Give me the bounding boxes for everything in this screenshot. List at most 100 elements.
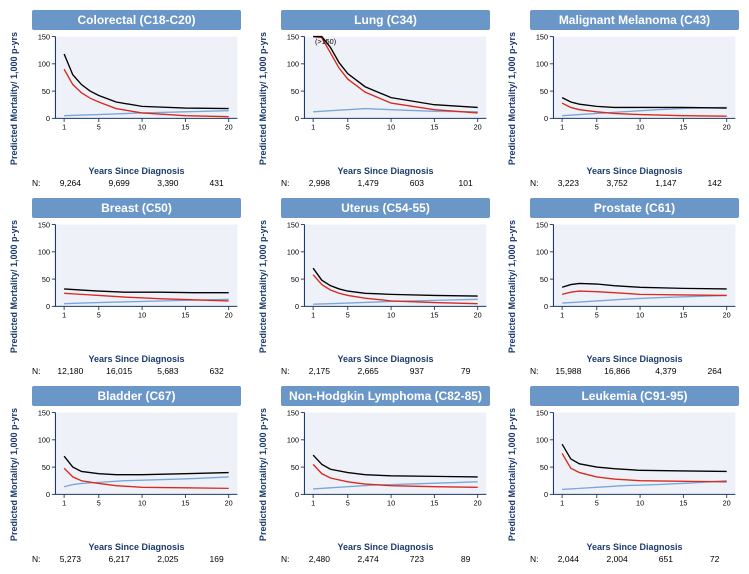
n-label: N: xyxy=(530,366,544,376)
n-label: N: xyxy=(32,554,46,564)
svg-text:50: 50 xyxy=(540,463,548,472)
chart-panel: Prostate (C61)Predicted Mortality/ 1,000… xyxy=(508,198,739,376)
svg-text:150: 150 xyxy=(536,408,548,417)
n-value: 1,479 xyxy=(344,178,393,188)
svg-text:1: 1 xyxy=(62,122,66,131)
svg-text:10: 10 xyxy=(636,498,644,507)
n-value: 2,004 xyxy=(593,554,642,564)
x-axis-label: Years Since Diagnosis xyxy=(530,542,739,552)
svg-text:10: 10 xyxy=(138,310,146,319)
n-value: 5,683 xyxy=(144,366,193,376)
n-row: N:2,9981,479603101 xyxy=(281,178,490,188)
n-value: 79 xyxy=(441,366,490,376)
line-chart: 05010015015101520 xyxy=(30,32,241,132)
svg-text:100: 100 xyxy=(287,436,299,445)
n-row: N:2,4802,47472389 xyxy=(281,554,490,564)
svg-text:0: 0 xyxy=(295,302,299,311)
n-value: 15,988 xyxy=(544,366,593,376)
line-chart: 05010015015101520 xyxy=(30,220,241,320)
panel-title: Non-Hodgkin Lymphoma (C82-85) xyxy=(281,386,490,406)
svg-text:0: 0 xyxy=(544,490,548,499)
x-axis-label: Years Since Diagnosis xyxy=(281,166,490,176)
svg-text:20: 20 xyxy=(723,310,731,319)
chart-panel: Colorectal (C18-C20)Predicted Mortality/… xyxy=(10,10,241,188)
y-axis-label: Predicted Mortality/ 1,000 p-yrs xyxy=(259,32,279,165)
svg-text:1: 1 xyxy=(62,310,66,319)
panel-title: Breast (C50) xyxy=(32,198,241,218)
x-axis-label: Years Since Diagnosis xyxy=(281,542,490,552)
svg-text:1: 1 xyxy=(62,498,66,507)
svg-text:50: 50 xyxy=(291,463,299,472)
y-axis-label: Predicted Mortality/ 1,000 p-yrs xyxy=(259,408,279,541)
n-value: 264 xyxy=(690,366,739,376)
svg-text:0: 0 xyxy=(46,302,50,311)
n-value: 4,379 xyxy=(642,366,691,376)
svg-text:1: 1 xyxy=(560,122,564,131)
line-chart: 05010015015101520 xyxy=(528,220,739,320)
chart-panel: Lung (C34)Predicted Mortality/ 1,000 p-y… xyxy=(259,10,490,188)
chart-panel: Malignant Melanoma (C43)Predicted Mortal… xyxy=(508,10,739,188)
panel-title: Leukemia (C91-95) xyxy=(530,386,739,406)
panel-title: Prostate (C61) xyxy=(530,198,739,218)
svg-text:1: 1 xyxy=(311,498,315,507)
svg-text:1: 1 xyxy=(560,310,564,319)
panel-title: Malignant Melanoma (C43) xyxy=(530,10,739,30)
svg-text:10: 10 xyxy=(387,310,395,319)
svg-text:150: 150 xyxy=(38,220,50,229)
n-value: 431 xyxy=(192,178,241,188)
n-value: 72 xyxy=(690,554,739,564)
svg-text:50: 50 xyxy=(291,87,299,96)
n-value: 3,223 xyxy=(544,178,593,188)
svg-text:20: 20 xyxy=(225,122,233,131)
n-value: 3,390 xyxy=(144,178,193,188)
svg-text:5: 5 xyxy=(346,310,350,319)
svg-text:1: 1 xyxy=(311,122,315,131)
svg-text:150: 150 xyxy=(38,32,50,41)
svg-text:5: 5 xyxy=(595,310,599,319)
svg-text:20: 20 xyxy=(723,122,731,131)
svg-text:20: 20 xyxy=(225,498,233,507)
svg-text:150: 150 xyxy=(38,408,50,417)
y-axis-label: Predicted Mortality/ 1,000 p-yrs xyxy=(10,220,30,353)
n-value: 2,175 xyxy=(295,366,344,376)
svg-text:150: 150 xyxy=(536,220,548,229)
svg-text:15: 15 xyxy=(181,310,189,319)
n-value: 2,044 xyxy=(544,554,593,564)
n-value: 16,866 xyxy=(593,366,642,376)
n-value: 16,015 xyxy=(95,366,144,376)
n-value: 723 xyxy=(393,554,442,564)
svg-text:10: 10 xyxy=(636,122,644,131)
svg-text:20: 20 xyxy=(474,498,482,507)
svg-text:0: 0 xyxy=(295,114,299,123)
svg-text:100: 100 xyxy=(536,60,548,69)
n-value: 603 xyxy=(393,178,442,188)
n-value: 5,273 xyxy=(46,554,95,564)
line-chart: 05010015015101520 xyxy=(30,408,241,508)
n-value: 2,025 xyxy=(144,554,193,564)
svg-text:10: 10 xyxy=(138,498,146,507)
x-axis-label: Years Since Diagnosis xyxy=(530,166,739,176)
svg-text:5: 5 xyxy=(595,498,599,507)
panel-title: Bladder (C67) xyxy=(32,386,241,406)
svg-text:150: 150 xyxy=(287,220,299,229)
svg-text:15: 15 xyxy=(181,498,189,507)
panel-title: Colorectal (C18-C20) xyxy=(32,10,241,30)
n-value: 2,665 xyxy=(344,366,393,376)
n-value: 1,147 xyxy=(642,178,691,188)
svg-text:0: 0 xyxy=(295,490,299,499)
svg-text:50: 50 xyxy=(291,275,299,284)
n-value: 6,217 xyxy=(95,554,144,564)
x-axis-label: Years Since Diagnosis xyxy=(32,542,241,552)
n-value: 9,699 xyxy=(95,178,144,188)
n-value: 2,480 xyxy=(295,554,344,564)
line-chart: 05010015015101520(>150) xyxy=(279,32,490,132)
svg-text:50: 50 xyxy=(42,463,50,472)
svg-text:10: 10 xyxy=(636,310,644,319)
svg-text:5: 5 xyxy=(346,498,350,507)
svg-text:20: 20 xyxy=(723,498,731,507)
svg-text:0: 0 xyxy=(46,114,50,123)
svg-text:100: 100 xyxy=(38,60,50,69)
line-chart: 05010015015101520 xyxy=(528,32,739,132)
panel-title: Uterus (C54-55) xyxy=(281,198,490,218)
n-row: N:2,1752,66593779 xyxy=(281,366,490,376)
